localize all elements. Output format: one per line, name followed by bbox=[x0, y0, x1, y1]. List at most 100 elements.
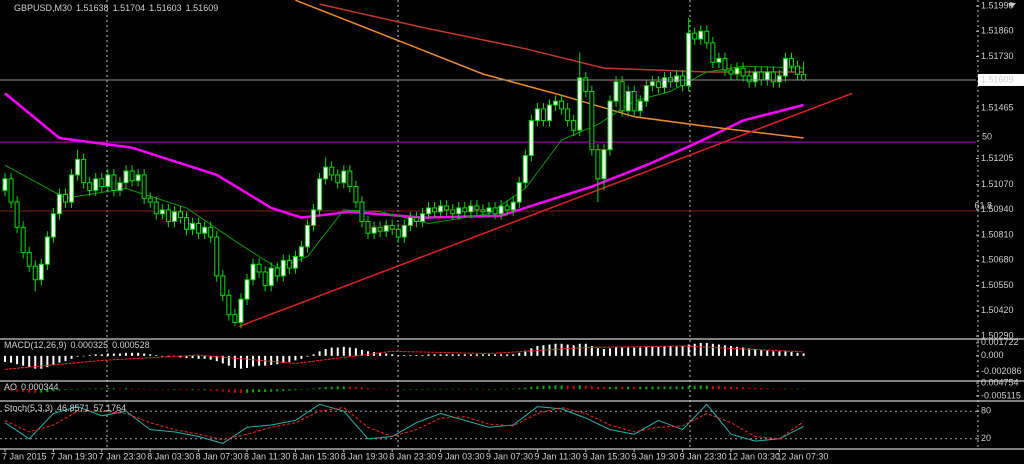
macd-bar bbox=[70, 355, 73, 359]
macd-bar bbox=[330, 347, 333, 356]
candle-body bbox=[444, 205, 450, 211]
ao-bar bbox=[802, 388, 805, 390]
macd-bar bbox=[131, 352, 134, 356]
ao-bar bbox=[796, 388, 799, 390]
y-tick-label: 0.000 bbox=[981, 350, 1004, 360]
ao-bar bbox=[415, 389, 418, 390]
ao-bar bbox=[748, 387, 751, 390]
candle-body bbox=[468, 205, 474, 213]
ao-bar bbox=[239, 389, 242, 394]
candle-body bbox=[365, 221, 371, 234]
candle-body bbox=[401, 224, 407, 238]
ao-bar bbox=[560, 385, 563, 390]
macd-bar bbox=[88, 355, 91, 356]
macd-bar bbox=[457, 354, 460, 356]
ao-bar bbox=[40, 389, 43, 393]
x-tick-label: 9 Jan 07:30 bbox=[486, 451, 533, 461]
candle-body bbox=[704, 30, 710, 44]
candle-body bbox=[63, 193, 68, 203]
macd-bar bbox=[10, 355, 13, 363]
ao-bar bbox=[736, 386, 739, 390]
macd-bar bbox=[76, 355, 79, 357]
macd-bar bbox=[560, 343, 563, 356]
macd-bar bbox=[58, 355, 61, 363]
y-tick-label: 20 bbox=[981, 433, 991, 443]
candle-body bbox=[159, 209, 165, 215]
macd-bar bbox=[772, 351, 775, 356]
candle-body bbox=[462, 207, 468, 213]
y-tick-label: 1.51730 bbox=[981, 51, 1014, 61]
candle-body bbox=[14, 201, 20, 228]
candle-body bbox=[722, 57, 728, 71]
ao-bar bbox=[4, 389, 6, 391]
candle-body bbox=[456, 207, 462, 215]
ao-bar bbox=[536, 386, 539, 390]
x-tick-label: 8 Jan 03:30 bbox=[147, 451, 194, 461]
macd-bar bbox=[796, 352, 799, 356]
candle-body bbox=[323, 166, 329, 180]
shift-marker bbox=[1008, 3, 1016, 8]
macd-bar bbox=[46, 355, 49, 368]
macd-bar bbox=[572, 345, 575, 356]
macd-bar bbox=[336, 347, 339, 356]
ao-bar bbox=[191, 389, 194, 391]
macd-bar bbox=[415, 355, 418, 356]
candle-body bbox=[740, 67, 746, 77]
ao-bar bbox=[542, 385, 545, 390]
macd-bar bbox=[106, 353, 109, 356]
ao-bar bbox=[699, 385, 702, 390]
ao-bar bbox=[675, 386, 678, 390]
chart-title-part: 1.51603 bbox=[149, 3, 182, 13]
ao-bar bbox=[155, 389, 158, 390]
macd-bar bbox=[312, 354, 315, 356]
ao-bar bbox=[590, 386, 593, 390]
ao-bar bbox=[754, 387, 757, 390]
x-tick-label: 8 Jan 19:30 bbox=[341, 451, 388, 461]
ao-bar bbox=[584, 385, 587, 390]
ao-bar bbox=[264, 389, 267, 392]
candle-body bbox=[165, 209, 171, 223]
x-tick-label: 7 Jan 19:30 bbox=[50, 451, 97, 461]
candle-body bbox=[341, 170, 347, 184]
macd-bar bbox=[112, 353, 115, 356]
macd-bar bbox=[52, 355, 55, 365]
candle-body bbox=[44, 236, 50, 265]
candle-body bbox=[553, 100, 559, 106]
macd-bar bbox=[766, 350, 769, 356]
ao-bar bbox=[627, 386, 630, 390]
ao-bar bbox=[64, 389, 67, 391]
ao-bar bbox=[391, 389, 394, 390]
macd-bar bbox=[760, 349, 763, 356]
macd-bar bbox=[645, 346, 648, 356]
macd-bar bbox=[185, 355, 188, 359]
macd-bar bbox=[300, 355, 303, 359]
macd-bar bbox=[427, 354, 430, 356]
x-tick-label: 8 Jan 11:30 bbox=[244, 451, 290, 461]
ao-bar bbox=[118, 388, 121, 390]
ao-bar bbox=[167, 389, 170, 390]
ao-bar bbox=[711, 385, 714, 390]
macd-bar bbox=[354, 348, 357, 356]
candle-body bbox=[613, 81, 619, 102]
ao-bar bbox=[10, 389, 13, 392]
macd-bar bbox=[324, 349, 327, 356]
y-tick-label: 1.50290 bbox=[981, 330, 1014, 340]
macd-bar bbox=[34, 355, 37, 369]
macd-bar bbox=[748, 348, 751, 356]
ao-bar bbox=[197, 389, 200, 391]
y-tick-label: -0.005115 bbox=[981, 390, 1021, 400]
stoch-label-part: 57.1764 bbox=[94, 403, 127, 413]
candle-body bbox=[238, 298, 244, 323]
candle-body bbox=[220, 275, 226, 296]
candle-body bbox=[746, 75, 752, 83]
chart-title-part: 1.51704 bbox=[113, 3, 146, 13]
candle-body bbox=[353, 186, 359, 203]
candle-body bbox=[782, 57, 788, 77]
macd-bar bbox=[16, 355, 19, 365]
candle-body bbox=[383, 224, 389, 232]
macd-bar bbox=[469, 354, 472, 356]
ao-bar bbox=[28, 389, 31, 393]
ao-bar bbox=[112, 388, 115, 390]
candle-body bbox=[153, 201, 159, 215]
